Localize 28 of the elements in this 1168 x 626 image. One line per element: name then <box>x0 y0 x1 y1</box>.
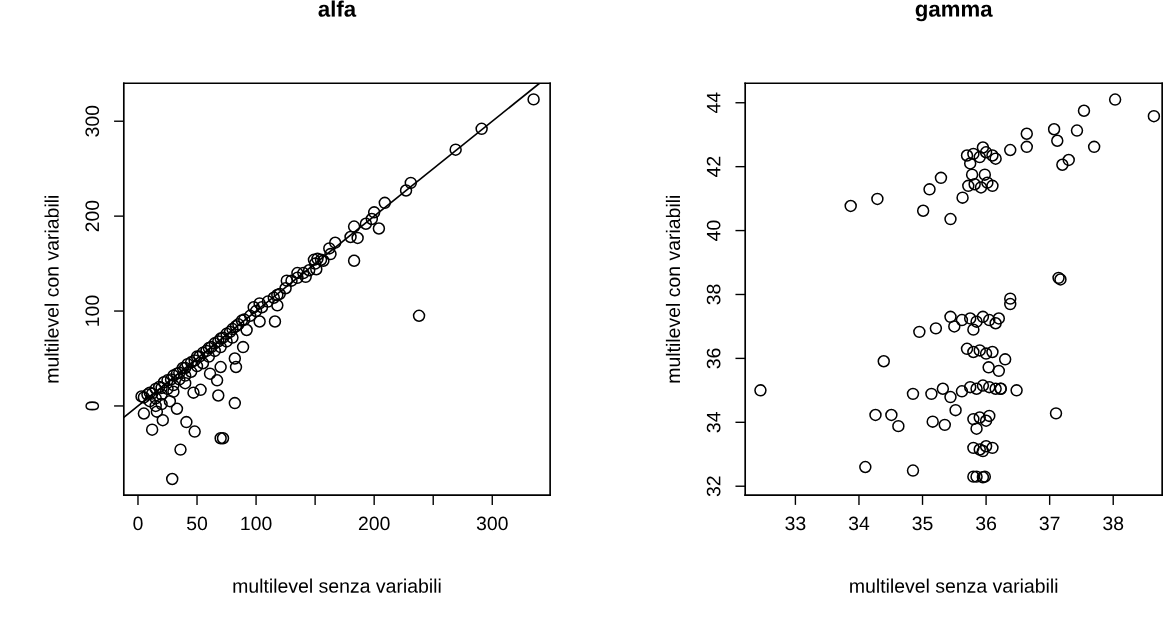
y-tick-label: 42 <box>706 156 721 178</box>
x-tick-label: 33 <box>785 516 806 531</box>
y-tick-label: 34 <box>706 412 721 433</box>
x-tick-label: 36 <box>976 516 997 531</box>
x-tick-label: 35 <box>912 516 933 531</box>
y-axis-title: multilevel con variabili <box>665 195 681 383</box>
x-tick-label: 0 <box>133 516 143 531</box>
x-tick-label: 38 <box>1103 516 1124 531</box>
x-tick-label: 200 <box>358 516 390 531</box>
y-tick-label: 44 <box>706 92 721 114</box>
x-tick-label: 37 <box>1039 516 1060 531</box>
y-axis-title: multilevel con variabili <box>44 195 59 383</box>
y-tick-label: 100 <box>85 295 100 326</box>
y-tick-label: 40 <box>706 220 721 241</box>
y-tick-label: 200 <box>85 200 100 232</box>
chart-title: gamma <box>915 4 993 22</box>
x-axis-title: multilevel senza variabili <box>850 578 1058 593</box>
chart-title: alfa <box>318 0 357 17</box>
y-tick-label: 300 <box>85 105 100 137</box>
y-tick-label: 32 <box>706 476 721 497</box>
y-tick-label: 38 <box>706 284 721 305</box>
y-tick-label: 36 <box>706 348 721 369</box>
x-tick-label: 50 <box>186 516 208 531</box>
x-tick-label: 300 <box>476 516 508 531</box>
x-tick-label: 34 <box>848 516 870 531</box>
x-axis-title: multilevel senza variabili <box>233 578 441 593</box>
x-tick-label: 100 <box>241 516 272 531</box>
y-tick-label: 0 <box>85 401 100 411</box>
